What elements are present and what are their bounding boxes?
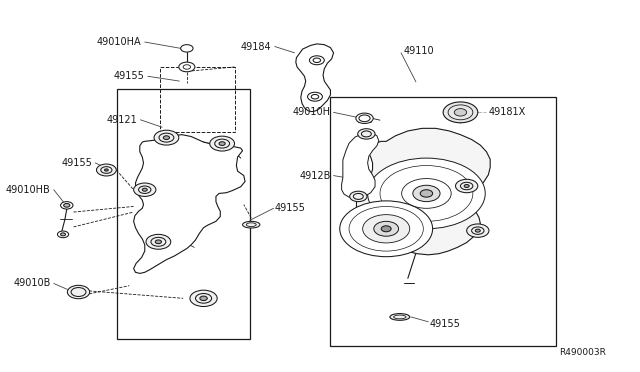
Bar	[160, 67, 234, 132]
Circle shape	[476, 229, 480, 232]
Ellipse shape	[243, 221, 260, 228]
Circle shape	[61, 202, 73, 209]
Circle shape	[154, 130, 179, 145]
Text: 49184: 49184	[241, 42, 271, 51]
Text: 49155: 49155	[429, 319, 460, 328]
Text: 49010HB: 49010HB	[6, 185, 51, 195]
Circle shape	[179, 62, 195, 72]
Circle shape	[97, 164, 116, 176]
Circle shape	[443, 102, 478, 123]
Polygon shape	[342, 133, 379, 198]
Circle shape	[163, 136, 170, 140]
Text: 49121: 49121	[107, 115, 138, 125]
Text: 49155: 49155	[114, 71, 145, 81]
Circle shape	[456, 179, 478, 193]
Text: R490003R: R490003R	[559, 348, 606, 357]
Text: 49110: 49110	[403, 46, 434, 56]
Circle shape	[420, 190, 433, 197]
Circle shape	[219, 142, 225, 145]
Circle shape	[156, 240, 161, 244]
Bar	[117, 89, 250, 339]
Text: 49010B: 49010B	[13, 279, 51, 288]
Circle shape	[180, 45, 193, 52]
Circle shape	[367, 158, 485, 229]
Text: 49155: 49155	[61, 158, 92, 168]
Ellipse shape	[390, 314, 410, 320]
Text: 49155: 49155	[275, 203, 306, 213]
Text: 4912B: 4912B	[299, 171, 330, 180]
Circle shape	[210, 136, 234, 151]
Circle shape	[58, 231, 68, 238]
Text: 49010H: 49010H	[292, 108, 330, 117]
Polygon shape	[296, 44, 333, 112]
Circle shape	[308, 92, 323, 101]
Text: 49181X: 49181X	[488, 108, 525, 117]
Circle shape	[67, 285, 90, 299]
Circle shape	[190, 290, 217, 307]
Circle shape	[146, 234, 171, 249]
Circle shape	[61, 233, 65, 236]
Circle shape	[340, 201, 433, 257]
Circle shape	[104, 169, 108, 171]
Circle shape	[142, 188, 147, 191]
Circle shape	[349, 191, 367, 202]
Circle shape	[134, 183, 156, 196]
Circle shape	[381, 226, 391, 232]
Polygon shape	[356, 128, 490, 255]
Circle shape	[63, 203, 70, 207]
Polygon shape	[134, 135, 245, 273]
Circle shape	[200, 296, 207, 301]
Bar	[330, 97, 556, 346]
Circle shape	[309, 56, 324, 65]
Circle shape	[374, 221, 399, 236]
Circle shape	[183, 65, 191, 69]
Circle shape	[454, 109, 467, 116]
Circle shape	[464, 185, 469, 187]
Circle shape	[363, 215, 410, 243]
Circle shape	[467, 224, 489, 237]
Circle shape	[413, 185, 440, 202]
Circle shape	[356, 113, 373, 124]
Circle shape	[358, 129, 375, 139]
Text: 49010HA: 49010HA	[97, 37, 141, 47]
